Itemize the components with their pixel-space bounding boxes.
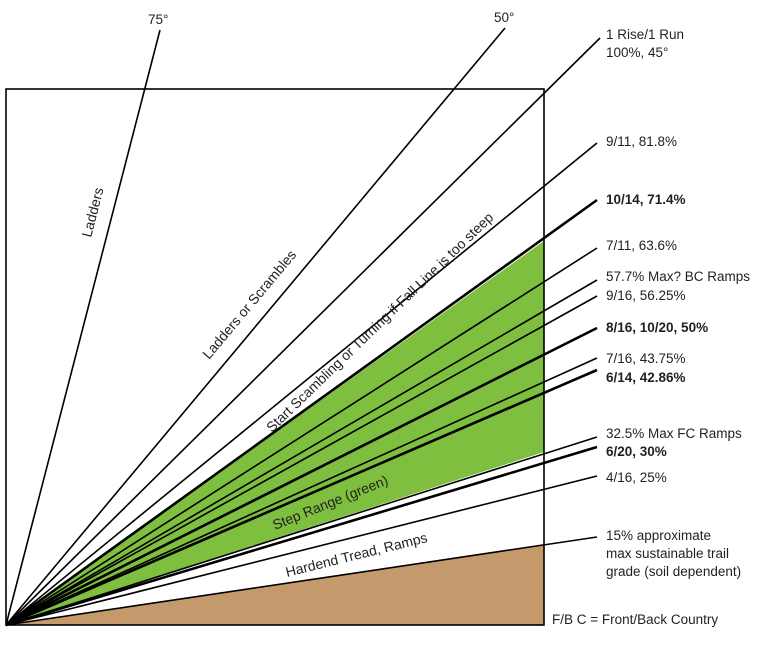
label-43-75-percent: 7/16, 43.75%	[606, 351, 686, 366]
line-50-degree	[5, 27, 506, 626]
label-30-percent: 6/20, 30%	[606, 444, 667, 459]
label-sustainable-line2: max sustainable trail	[606, 546, 729, 561]
label-56-25-percent: 9/16, 56.25%	[606, 288, 686, 303]
label-sustainable-line1: 15% approximate	[606, 528, 711, 543]
label-57-7-percent: 57.7% Max? BC Ramps	[606, 269, 750, 284]
line-100-percent	[5, 37, 601, 626]
label-63-6-percent: 7/11, 63.6%	[606, 238, 677, 253]
line-43-75-percent	[5, 357, 598, 626]
label-75-degree: 75°	[148, 12, 168, 27]
zone-ladders: Ladders	[78, 186, 106, 239]
label-81-8-percent: 9/11, 81.8%	[606, 134, 677, 149]
line-50-percent	[5, 326, 598, 627]
label-32-5-percent: 32.5% Max FC Ramps	[606, 426, 742, 441]
label-rise-run-line1: 1 Rise/1 Run	[606, 27, 684, 42]
line-63-6-percent	[5, 247, 598, 626]
zone-ladders-scrambles: Ladders or Scrambles	[199, 247, 299, 362]
line-56-25-percent	[5, 295, 598, 626]
line-42-86-percent	[5, 368, 598, 627]
line-15-percent	[5, 536, 598, 626]
label-42-86-percent: 6/14, 42.86%	[606, 370, 686, 385]
label-25-percent: 4/16, 25%	[606, 470, 667, 485]
line-30-percent	[5, 445, 598, 627]
line-81-8-percent	[5, 142, 598, 626]
line-32-5-percent	[5, 436, 598, 626]
line-75-degree	[5, 29, 161, 626]
label-50-percent: 8/16, 10/20, 50%	[606, 320, 708, 335]
label-rise-run-line2: 100%, 45°	[606, 45, 668, 60]
frame-box	[5, 88, 545, 626]
label-sustainable-line3: grade (soil dependent)	[606, 564, 741, 579]
label-71-4-percent: 10/14, 71.4%	[606, 192, 686, 207]
line-25-percent	[5, 475, 598, 626]
legend-note: F/B C = Front/Back Country	[552, 612, 718, 627]
label-50-degree: 50°	[494, 10, 514, 25]
line-71-4-percent	[5, 198, 598, 627]
line-57-7-percent	[5, 279, 598, 626]
